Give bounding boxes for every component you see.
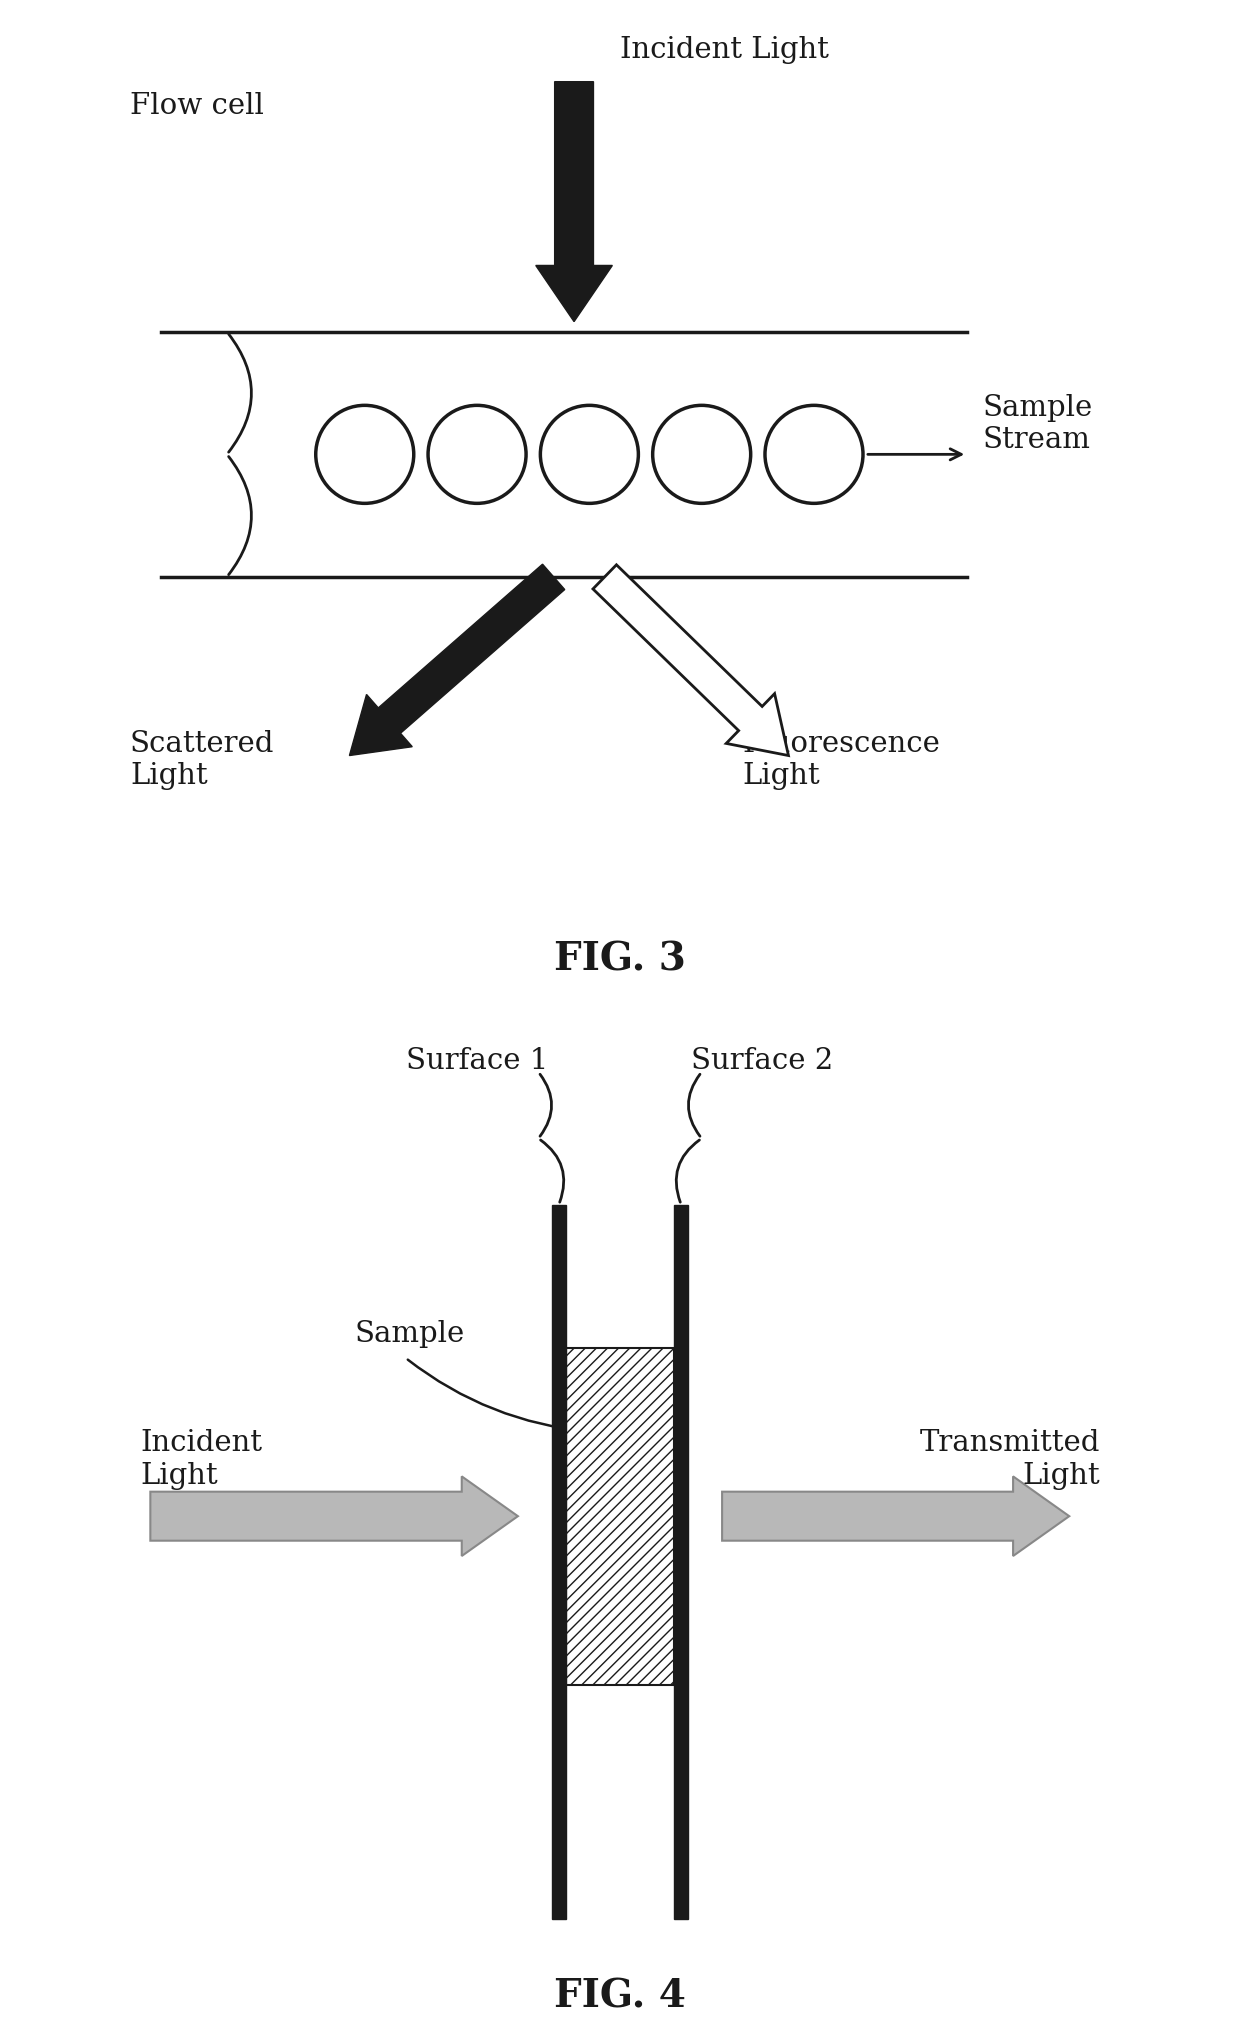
- Text: Transmitted
Light: Transmitted Light: [920, 1429, 1100, 1491]
- Text: Sample
Stream: Sample Stream: [982, 394, 1092, 453]
- Text: FIG. 4: FIG. 4: [554, 1977, 686, 2015]
- Text: Incident Light: Incident Light: [620, 37, 828, 63]
- Bar: [675, 1205, 688, 1919]
- Text: Flow cell: Flow cell: [130, 92, 264, 120]
- Bar: [565, 1348, 675, 1685]
- FancyArrow shape: [536, 82, 613, 323]
- FancyArrow shape: [350, 564, 564, 756]
- Text: Incident
Light: Incident Light: [140, 1429, 262, 1491]
- Text: Fluorescence
Light: Fluorescence Light: [743, 731, 940, 790]
- FancyArrow shape: [593, 566, 789, 756]
- Bar: [552, 1205, 565, 1919]
- Text: Surface 1: Surface 1: [407, 1046, 548, 1074]
- FancyArrow shape: [150, 1476, 518, 1556]
- Text: Sample: Sample: [355, 1319, 465, 1348]
- FancyArrow shape: [722, 1476, 1069, 1556]
- Text: FIG. 3: FIG. 3: [554, 941, 686, 978]
- Text: Surface 2: Surface 2: [692, 1046, 833, 1074]
- Text: Scattered
Light: Scattered Light: [130, 731, 274, 790]
